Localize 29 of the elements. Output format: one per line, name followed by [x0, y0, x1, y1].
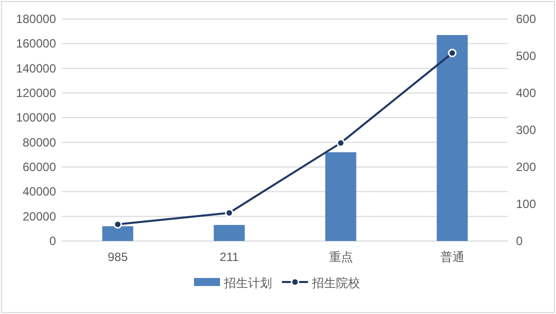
x-tick-label: 211	[220, 250, 240, 264]
bar	[436, 35, 468, 241]
bar	[102, 226, 134, 241]
y-tick-label: 100000	[16, 110, 56, 125]
y2-tick-label: 0	[516, 234, 523, 248]
point	[448, 48, 456, 58]
y2-tick-label: 400	[516, 86, 536, 100]
y-tick-label: 60000	[22, 160, 56, 174]
y-tick-label: 40000	[22, 184, 56, 199]
legend-label: 招生院校	[311, 276, 360, 290]
y2-tick-label: 200	[516, 160, 536, 174]
y-tick-label: 80000	[22, 135, 56, 150]
x-tick-label: 重点	[328, 250, 353, 264]
point	[225, 208, 234, 218]
bar	[214, 224, 245, 241]
legend-label: 招生计划	[223, 276, 272, 290]
bar	[325, 152, 356, 241]
y-tick-label: 140000	[16, 61, 56, 76]
y-tick-label: 180000	[16, 12, 56, 26]
y2-tick-label: 300	[516, 123, 536, 137]
x-tick-label: 普通	[440, 250, 464, 264]
y-tick-label: 120000	[16, 86, 56, 100]
x-tick-label: 985	[108, 250, 128, 264]
y2-tick-label: 100	[516, 197, 536, 211]
y2-tick-label: 500	[516, 49, 536, 63]
y-tick-label: 160000	[16, 36, 56, 51]
y-tick-label: 0	[49, 234, 56, 248]
y2-tick-label: 600	[516, 12, 536, 26]
y-tick-label: 20000	[22, 209, 56, 224]
